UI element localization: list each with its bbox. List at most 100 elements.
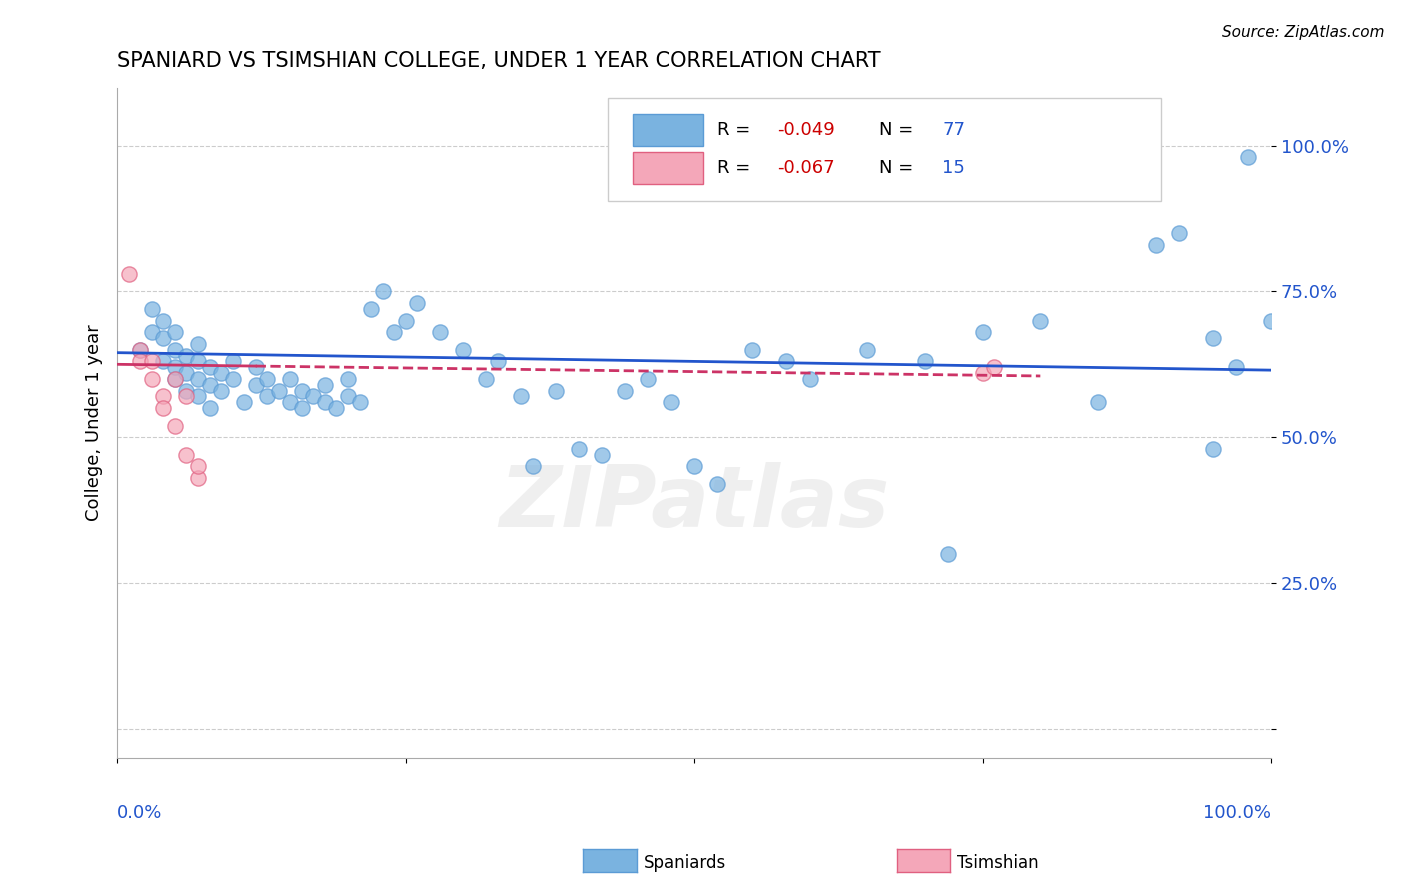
- Point: [245, 377, 267, 392]
- Point: [176, 448, 198, 462]
- Point: [453, 343, 475, 357]
- Point: [187, 372, 209, 386]
- Point: [141, 325, 163, 339]
- Point: [152, 313, 174, 327]
- Point: [336, 389, 359, 403]
- Point: [302, 389, 325, 403]
- Point: [278, 395, 301, 409]
- Text: R =: R =: [717, 159, 756, 177]
- Point: [291, 401, 314, 415]
- Point: [1202, 331, 1225, 345]
- Point: [683, 459, 706, 474]
- Point: [141, 354, 163, 368]
- Point: [152, 331, 174, 345]
- Point: [291, 384, 314, 398]
- Point: [1122, 168, 1144, 182]
- Point: [983, 360, 1005, 375]
- Point: [198, 360, 221, 375]
- Point: [163, 343, 186, 357]
- Point: [741, 343, 763, 357]
- Point: [914, 354, 936, 368]
- Point: [163, 325, 186, 339]
- Point: [152, 401, 174, 415]
- Text: N =: N =: [879, 159, 918, 177]
- Point: [371, 285, 394, 299]
- Point: [1225, 360, 1247, 375]
- Point: [245, 360, 267, 375]
- Point: [187, 471, 209, 485]
- Text: 100.0%: 100.0%: [1204, 804, 1271, 822]
- Point: [325, 401, 347, 415]
- Text: ZIPatlas: ZIPatlas: [499, 461, 889, 544]
- Point: [129, 343, 152, 357]
- Point: [118, 267, 141, 281]
- Point: [198, 377, 221, 392]
- Point: [152, 354, 174, 368]
- Point: [221, 372, 243, 386]
- Text: N =: N =: [879, 120, 918, 139]
- Point: [510, 389, 533, 403]
- Point: [129, 354, 152, 368]
- Text: Spaniards: Spaniards: [644, 855, 725, 872]
- Point: [176, 389, 198, 403]
- Text: -0.049: -0.049: [778, 120, 835, 139]
- Text: SPANIARD VS TSIMSHIAN COLLEGE, UNDER 1 YEAR CORRELATION CHART: SPANIARD VS TSIMSHIAN COLLEGE, UNDER 1 Y…: [117, 51, 880, 70]
- FancyBboxPatch shape: [633, 113, 703, 145]
- Point: [659, 395, 682, 409]
- Point: [163, 360, 186, 375]
- Point: [221, 354, 243, 368]
- Point: [267, 384, 290, 398]
- Point: [486, 354, 509, 368]
- FancyBboxPatch shape: [633, 152, 703, 184]
- Point: [129, 343, 152, 357]
- Point: [176, 384, 198, 398]
- Point: [613, 384, 636, 398]
- Point: [163, 372, 186, 386]
- Point: [1167, 226, 1189, 240]
- Point: [163, 418, 186, 433]
- Text: 77: 77: [942, 120, 966, 139]
- Text: Tsimshian: Tsimshian: [957, 855, 1039, 872]
- Point: [187, 389, 209, 403]
- Point: [591, 448, 613, 462]
- Point: [209, 366, 232, 380]
- Point: [360, 301, 382, 316]
- Y-axis label: College, Under 1 year: College, Under 1 year: [86, 324, 103, 521]
- Point: [141, 301, 163, 316]
- Point: [1202, 442, 1225, 456]
- Point: [314, 377, 336, 392]
- Point: [256, 372, 278, 386]
- Point: [429, 325, 451, 339]
- Point: [395, 313, 418, 327]
- FancyBboxPatch shape: [607, 97, 1161, 202]
- Point: [278, 372, 301, 386]
- Text: R =: R =: [717, 120, 756, 139]
- Text: Source: ZipAtlas.com: Source: ZipAtlas.com: [1222, 25, 1385, 40]
- Point: [1260, 313, 1282, 327]
- Point: [1144, 237, 1167, 252]
- Point: [475, 372, 498, 386]
- Point: [406, 296, 429, 310]
- Point: [152, 389, 174, 403]
- Point: [163, 372, 186, 386]
- Point: [544, 384, 567, 398]
- Point: [141, 372, 163, 386]
- Point: [568, 442, 591, 456]
- Point: [1029, 313, 1052, 327]
- Point: [1237, 151, 1260, 165]
- Point: [799, 372, 821, 386]
- Point: [972, 366, 994, 380]
- Point: [198, 401, 221, 415]
- Point: [176, 366, 198, 380]
- Point: [972, 325, 994, 339]
- Point: [256, 389, 278, 403]
- Point: [187, 354, 209, 368]
- Point: [1087, 395, 1109, 409]
- Point: [314, 395, 336, 409]
- Point: [856, 343, 879, 357]
- Point: [187, 337, 209, 351]
- Point: [187, 459, 209, 474]
- Point: [336, 372, 359, 386]
- Point: [349, 395, 371, 409]
- Point: [936, 547, 959, 561]
